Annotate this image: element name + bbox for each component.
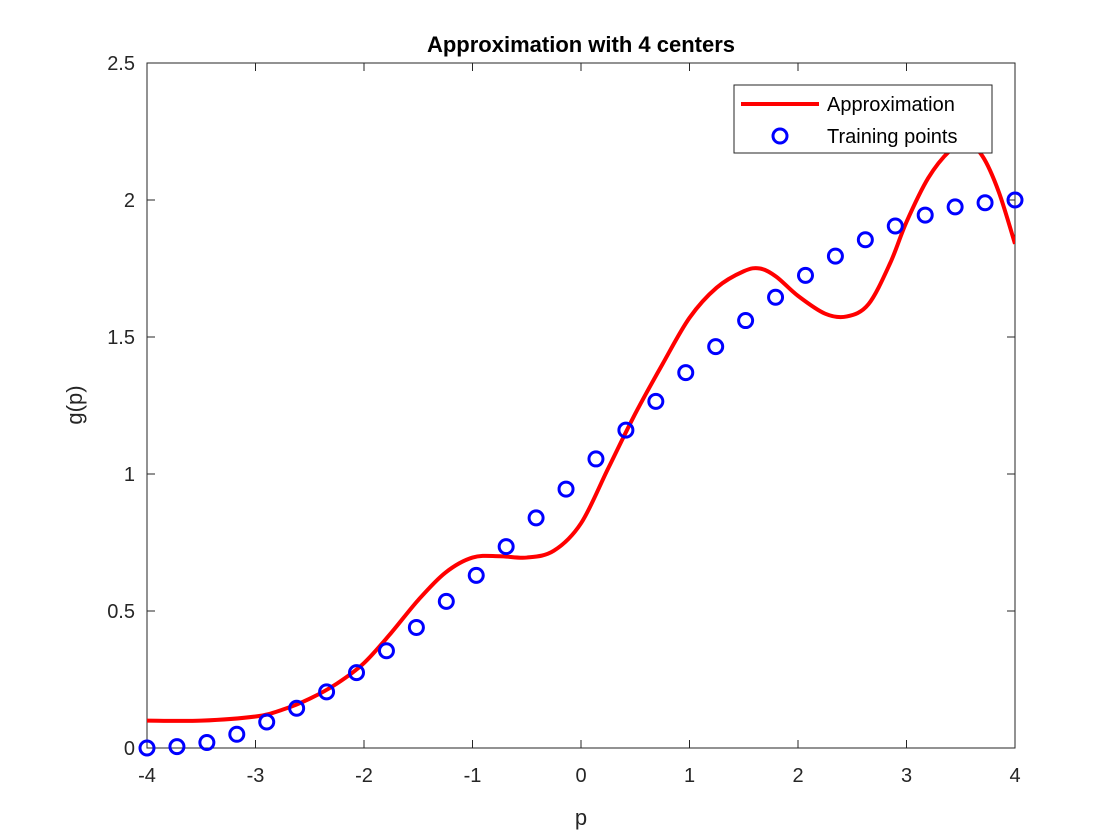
legend-approximation-label: Approximation — [827, 94, 955, 116]
training-point — [377, 642, 395, 660]
chart-title: Approximation with 4 centers — [427, 32, 735, 57]
y-tick-label: 0.5 — [107, 601, 135, 623]
x-tick-label: -1 — [464, 765, 482, 787]
x-tick-label: -3 — [247, 765, 265, 787]
y-tick-label: 1 — [124, 464, 135, 486]
training-point — [587, 450, 605, 468]
y-axis-label: g(p) — [62, 385, 87, 424]
legend-training-points-label: Training points — [827, 126, 957, 148]
training-point — [497, 538, 515, 556]
y-tick-label: 2.5 — [107, 53, 135, 75]
training-point — [288, 699, 306, 717]
training-point — [946, 198, 964, 216]
training-point — [796, 266, 814, 284]
training-point — [1006, 191, 1024, 209]
x-tick-label: 1 — [684, 765, 695, 787]
training-point — [886, 217, 904, 235]
x-tick-label: 3 — [901, 765, 912, 787]
x-tick-label: 4 — [1009, 765, 1020, 787]
x-tick-label: -4 — [138, 765, 156, 787]
training-point — [826, 247, 844, 265]
training-point — [437, 592, 455, 610]
x-tick-label: 0 — [575, 765, 586, 787]
training-point — [258, 713, 276, 731]
training-point — [617, 421, 635, 439]
axes-box — [146, 62, 1016, 749]
training-point — [916, 206, 934, 224]
training-point — [767, 288, 785, 306]
y-tick-label: 1.5 — [107, 327, 135, 349]
x-axis-label: p — [575, 805, 587, 830]
training-point — [976, 194, 994, 212]
y-tick-label: 2 — [124, 190, 135, 212]
legend-training-points-swatch — [771, 127, 789, 145]
training-point — [407, 618, 425, 636]
training-point — [228, 725, 246, 743]
training-point — [138, 739, 156, 757]
plot-area: -4 -3 -2 -1 0 1 2 3 4 0 0.5 1 1.5 2 2.5 — [107, 53, 1024, 787]
training-point — [168, 738, 186, 756]
training-point — [707, 338, 725, 356]
x-tick-label: -2 — [355, 765, 373, 787]
series-layer — [138, 140, 1024, 757]
training-point — [557, 480, 575, 498]
training-point — [647, 392, 665, 410]
training-point — [737, 312, 755, 330]
y-tick-label: 0 — [124, 738, 135, 760]
legend: Approximation Training points — [733, 84, 993, 154]
x-tick-label: 2 — [792, 765, 803, 787]
approximation-line — [147, 140, 1015, 723]
training-point — [677, 364, 695, 382]
training-point — [198, 734, 216, 752]
training-point — [856, 231, 874, 249]
y-axis-ticks: 0 0.5 1 1.5 2 2.5 — [107, 53, 1015, 760]
training-point — [348, 664, 366, 682]
x-axis-ticks: -4 -3 -2 -1 0 1 2 3 4 — [138, 63, 1021, 787]
training-point — [318, 683, 336, 701]
training-point — [467, 566, 485, 584]
training-point — [527, 509, 545, 527]
